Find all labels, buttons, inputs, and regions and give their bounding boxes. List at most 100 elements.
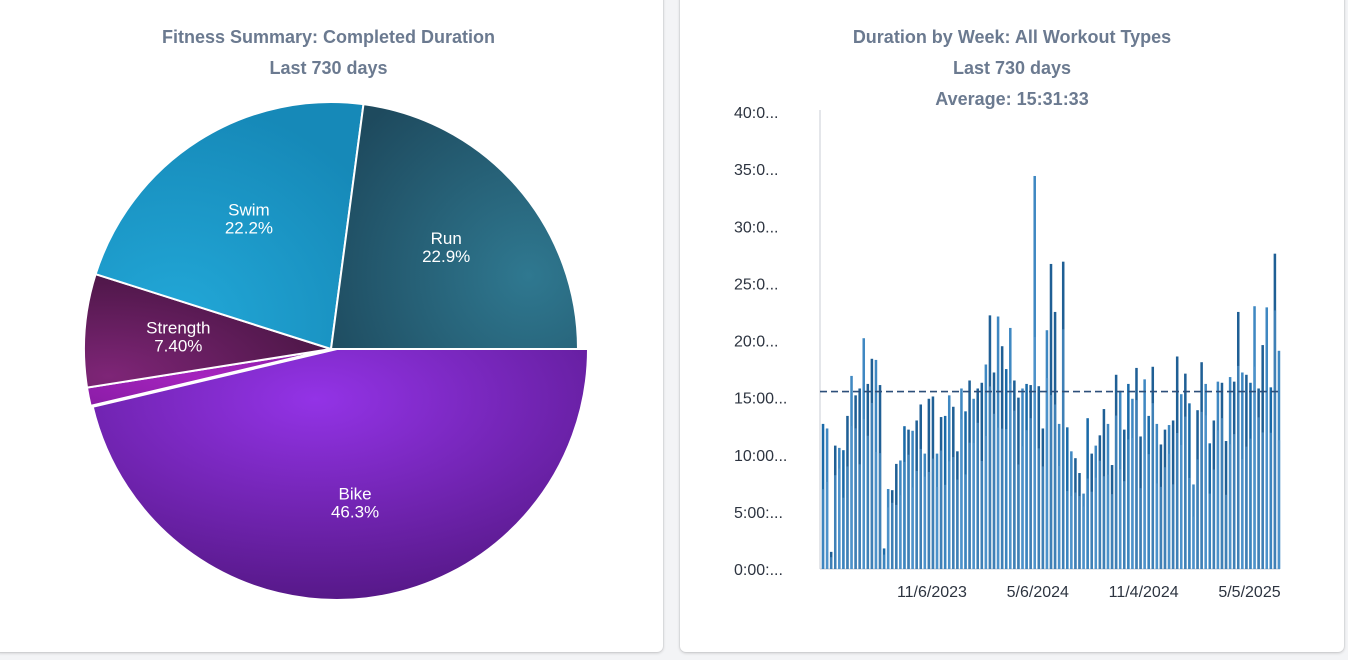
week-bar-segment [1114,415,1118,569]
week-bar-segment [1090,491,1093,569]
week-bar-segment [1273,310,1277,569]
week-bar-segment [825,481,829,569]
pie-slice-swim[interactable] [94,101,365,351]
week-bar-segment [1224,494,1228,569]
week-bar-segment [821,489,825,569]
week-bar-segment [1249,438,1252,569]
y-tick-label: 5:00:... [734,505,783,522]
week-bar-segment [838,468,841,569]
week-bar-segment [858,464,861,569]
pie-slice-bike[interactable] [91,348,590,601]
week-bar-segment [988,386,992,569]
week-bar-segment [1118,469,1122,569]
week-bar-segment [1204,415,1207,569]
week-bar-segment [846,466,849,569]
week-bar-segment [1147,454,1150,569]
weekly-duration-panel: Duration by Week: All Workout Types Last… [680,0,1344,652]
pie-chart-subtitle: Last 730 days [269,58,388,78]
pie-label-bike-percent: 46.3% [331,503,379,522]
week-bar-segment [1277,440,1281,569]
week-bar-segment [1074,492,1077,569]
week-bar-segment [972,443,975,569]
week-bar-segment [1070,496,1073,569]
week-bar-segment [935,487,939,569]
week-bar-segment [1078,496,1081,569]
week-bar-segment [996,427,1000,569]
week-bar-segment [1232,434,1236,569]
week-bar-segment [1131,437,1134,569]
week-bar-segment [1053,404,1057,569]
week-bar-segment [960,419,963,569]
week-bar-segment [1261,432,1264,569]
week-bar-segment [1013,410,1016,569]
y-tick-label: 20:0... [734,334,778,351]
pie-label-strength-percent: 7.40% [154,336,202,355]
week-bar-segment [1102,476,1106,569]
x-tick-label: 11/6/2023 [897,584,967,601]
week-bar-segment [947,461,951,569]
x-tick-label: 5/5/2025 [1218,584,1280,601]
week-bar-segment [850,426,853,569]
week-bar-segment [1017,464,1020,569]
week-bar-segment [870,402,874,569]
week-bar-segment [1004,429,1008,569]
week-bar-segment [1009,383,1012,569]
week-bar-segment [1208,493,1212,569]
week-bar-segment [1098,460,1102,569]
week-bar-segment [964,474,967,569]
week-bar-segment [1151,403,1155,569]
week-bar-segment [984,436,988,569]
week-bar-segment [1200,411,1203,569]
week-bar-segment [890,502,894,569]
week-bar-segment [1180,444,1183,569]
week-bar-segment [1192,516,1195,569]
week-bar-segment [1245,446,1248,569]
week-bar-segment [1057,465,1061,569]
week-bar-segment [1155,483,1159,569]
week-bar-segment [927,471,931,569]
week-bar-segment [1167,453,1171,569]
week-bar-segment [1159,486,1163,569]
week-bar-segment [1094,477,1098,569]
week-bar-segment [1163,467,1167,569]
y-tick-label: 35:0... [734,162,778,179]
pie-label-run-name: Run [431,229,462,248]
pie-label-swim-percent: 22.2% [225,219,273,238]
week-bar-segment [1196,459,1199,569]
y-tick-label: 25:0... [734,276,778,293]
week-bar-segment [862,418,866,569]
week-bar-segment [976,422,979,569]
week-bar-segment [1086,478,1089,569]
week-bar-segment [1045,377,1049,569]
pie-slice-run[interactable] [329,103,580,350]
week-bar-segment [1171,484,1175,569]
week-bar-segment [1220,418,1224,569]
week-bar-segment [1061,329,1065,569]
pie-label-swim-name: Swim [228,201,270,220]
week-bar-segment [854,428,857,569]
week-bar-segment [874,451,878,569]
pie-slice-strength[interactable] [83,272,332,389]
bar-chart-subtitle: Last 730 days [952,58,1072,78]
week-bar-segment [952,457,955,569]
pie-label-bike-name: Bike [339,485,372,504]
y-tick-label: 40:0... [734,105,778,122]
week-bar-segment [968,442,971,569]
bar-chart-average: Average: 15:31:33 [935,89,1089,109]
bar-chart-title: Duration by Week: All Workout Types [852,27,1172,47]
week-bar-segment [1212,469,1216,569]
week-bar-segment [882,554,886,569]
week-bar-segment [1123,481,1126,569]
week-bar-segment [1241,458,1244,569]
week-bar-segment [1257,417,1260,569]
week-bar-segment [1021,446,1024,569]
week-bar-segment [1236,365,1240,569]
week-bar-segment [1269,432,1273,569]
week-bar-segment [923,476,927,569]
pie-label-run-percent: 22.9% [422,247,470,266]
week-bar-segment [956,479,959,569]
week-bar-segment [1000,428,1004,569]
week-bar-segment [907,454,910,569]
week-bar-segment [1135,400,1138,569]
